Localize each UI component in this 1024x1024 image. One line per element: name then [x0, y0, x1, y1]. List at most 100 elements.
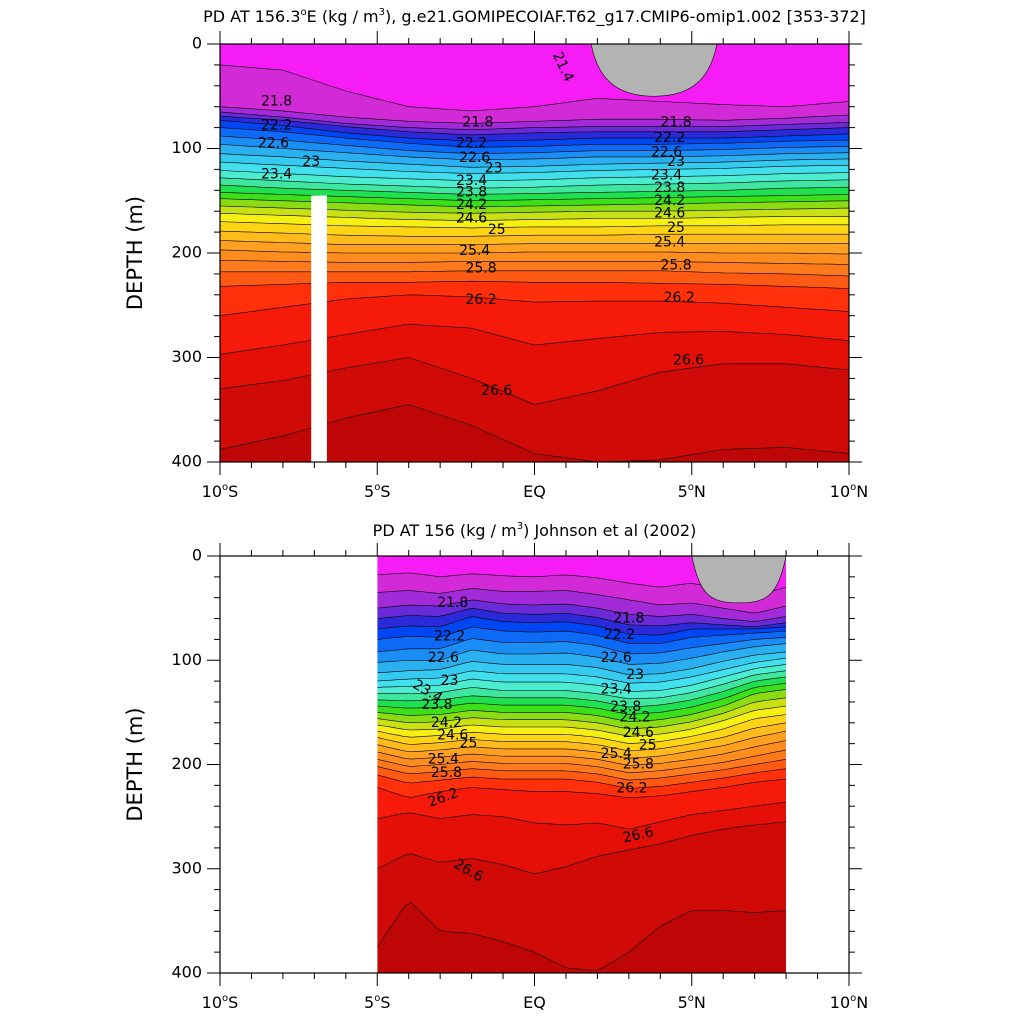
density-band — [377, 616, 787, 644]
contour-label: 23.4 — [601, 681, 632, 697]
density-band — [377, 670, 787, 708]
contour-label: 21.8 — [437, 595, 468, 611]
y-tick-label: 300 — [171, 858, 202, 877]
density-band — [377, 573, 787, 613]
y-axis-label: DEPTH (m) — [123, 196, 147, 310]
isopycnal-line — [220, 184, 849, 195]
x-tick-label: 10oN — [830, 482, 868, 501]
isopycnal-line — [377, 664, 787, 692]
contour-label: 24.2 — [654, 193, 685, 209]
density-band — [377, 599, 787, 627]
density-band — [220, 221, 849, 237]
density-band — [377, 768, 787, 798]
contour-panel-1: 21.421.822.222.62323.421.822.222.62323.4… — [123, 7, 868, 501]
isopycnal-line — [377, 689, 787, 723]
contour-label: 24.2 — [456, 197, 487, 213]
isopycnal-line — [377, 730, 787, 759]
density-band — [377, 779, 787, 829]
contour-label: 25.4 — [459, 243, 490, 259]
isopycnal-line — [377, 714, 787, 744]
density-band — [377, 714, 787, 751]
contour-label: 25.8 — [623, 757, 654, 773]
isopycnal-line — [377, 657, 787, 684]
isopycnal-line — [377, 607, 787, 628]
contour-label: 26.6 — [621, 824, 655, 846]
contour-label: 25.8 — [431, 765, 462, 781]
land-mask — [590, 44, 718, 97]
isopycnal-line — [377, 637, 787, 655]
contour-label: 26.2 — [465, 292, 496, 308]
density-band — [220, 64, 849, 124]
y-tick-label: 400 — [171, 963, 202, 982]
density-band — [220, 294, 849, 355]
contour-label: 24.2 — [620, 710, 651, 726]
contour-label: 24.6 — [456, 211, 487, 227]
isopycnal-line — [220, 127, 849, 148]
contour-label: 24.6 — [654, 205, 685, 221]
density-band — [220, 260, 849, 276]
contour-label: 21.8 — [462, 114, 493, 130]
density-band — [377, 731, 787, 766]
contour-label: 21.8 — [261, 93, 292, 109]
isopycnal-line — [377, 821, 787, 875]
isopycnal-line — [377, 599, 787, 622]
isopycnal-line — [377, 768, 787, 789]
density-band — [220, 116, 849, 142]
density-band — [377, 608, 787, 636]
missing-data-column — [311, 195, 327, 462]
isopycnal-line — [377, 759, 787, 781]
density-band — [220, 106, 849, 130]
x-tick-label: 5oS — [364, 482, 390, 501]
contour-label: 22.2 — [261, 118, 292, 134]
density-band — [220, 324, 849, 405]
x-tick-label: 5oN — [678, 482, 706, 501]
x-tick-label: 10oS — [202, 993, 239, 1012]
density-band — [220, 177, 849, 195]
density-band — [377, 902, 787, 973]
isopycnal-line — [377, 697, 787, 730]
contour-label: 25 — [488, 222, 506, 238]
density-band — [377, 637, 787, 665]
density-band — [220, 281, 849, 316]
chart-title: PD AT 156.3oE (kg / m3), g.e21.GOMIPECOI… — [203, 7, 866, 27]
isopycnal-line — [377, 682, 787, 715]
contour-label: 25.8 — [660, 258, 691, 274]
contour-label: 22.2 — [654, 130, 685, 146]
density-band — [377, 588, 787, 622]
contour-label: 25.4 — [601, 746, 632, 762]
density-band — [220, 120, 849, 148]
contour-label: 22.2 — [456, 135, 487, 151]
contour-label: 24.2 — [431, 715, 462, 731]
contour-label: 23.8 — [421, 697, 452, 713]
isopycnal-line — [220, 177, 849, 189]
contour-label: 23 — [441, 673, 459, 689]
chart-title: PD AT 156 (kg / m3) Johnson et al (2002) — [373, 521, 697, 540]
isopycnal-line — [377, 801, 787, 830]
contour-label: 23.4 — [261, 167, 292, 183]
density-band — [377, 706, 787, 744]
isopycnal-line — [377, 616, 787, 636]
y-tick-label: 300 — [171, 347, 202, 366]
isopycnal-line — [377, 705, 787, 737]
contour-label: 22.6 — [601, 650, 632, 666]
contour-label: 26.6 — [481, 383, 512, 399]
x-tick-label: 10oN — [830, 993, 868, 1012]
contour-label: 25 — [460, 736, 478, 752]
contour-label: 22.6 — [428, 650, 459, 666]
density-band — [377, 556, 787, 596]
density-band — [220, 357, 849, 462]
isopycnal-line — [377, 676, 787, 708]
x-tick-label: 10oS — [202, 482, 239, 501]
y-tick-label: 100 — [171, 650, 202, 669]
isopycnal-line — [220, 144, 849, 161]
contour-field — [220, 44, 849, 462]
contour-label: 22.2 — [434, 628, 465, 644]
land-mask — [691, 556, 787, 604]
density-band — [377, 689, 787, 729]
isopycnal-line — [377, 670, 787, 700]
contour-label: 23.8 — [654, 180, 685, 196]
contour-label: 23 — [626, 667, 644, 683]
density-band — [377, 740, 787, 773]
contour-label: 25.8 — [465, 261, 496, 277]
